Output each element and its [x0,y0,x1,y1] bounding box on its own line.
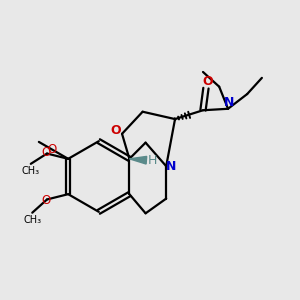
Text: O: O [47,143,56,156]
Text: O: O [42,194,51,207]
Text: H: H [147,154,157,167]
Text: CH₃: CH₃ [22,166,40,176]
Text: N: N [166,160,177,173]
Text: O: O [202,75,213,88]
Text: CH₃: CH₃ [23,215,41,225]
Text: N: N [224,96,234,109]
Polygon shape [129,156,147,164]
Text: O: O [42,146,51,159]
Text: O: O [110,124,121,137]
